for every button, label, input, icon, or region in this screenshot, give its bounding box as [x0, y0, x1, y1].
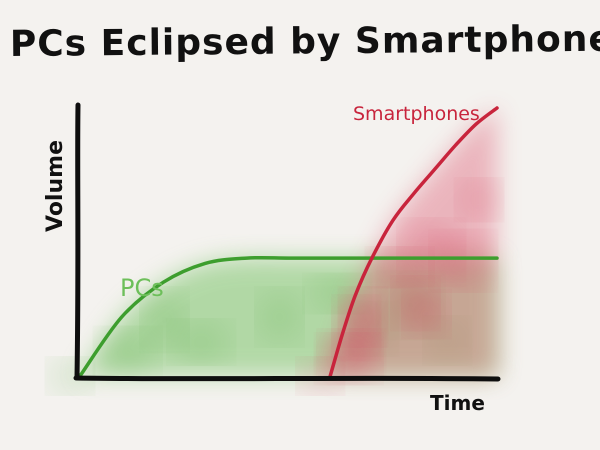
series-lines — [78, 106, 499, 378]
area-blotch-pcs — [261, 295, 298, 339]
area-blotch-pcs — [176, 325, 227, 360]
series-label-pcs: PCs — [120, 274, 164, 302]
x-axis — [73, 375, 501, 382]
area-blotch-pcs — [102, 333, 153, 372]
series-line-smartphones — [328, 106, 499, 378]
series-line-pcs — [78, 255, 499, 378]
series-label-smartphones: Smartphones — [353, 103, 480, 125]
area-blotch-smartphones — [461, 183, 498, 216]
area-fills — [52, 108, 498, 390]
area-blotch-smartphones — [438, 237, 489, 284]
y-axis-label: Volume — [43, 140, 68, 232]
area-blotch-pcs — [146, 295, 183, 344]
area-blotch-smartphones — [408, 296, 445, 333]
chart-title: PCs Eclipsed by Smartphones — [10, 19, 600, 65]
area-blotch-smartphones — [344, 295, 381, 339]
y-axis — [74, 102, 81, 381]
x-axis-label: Time — [430, 391, 485, 415]
area-blotch-pcs — [312, 278, 363, 309]
